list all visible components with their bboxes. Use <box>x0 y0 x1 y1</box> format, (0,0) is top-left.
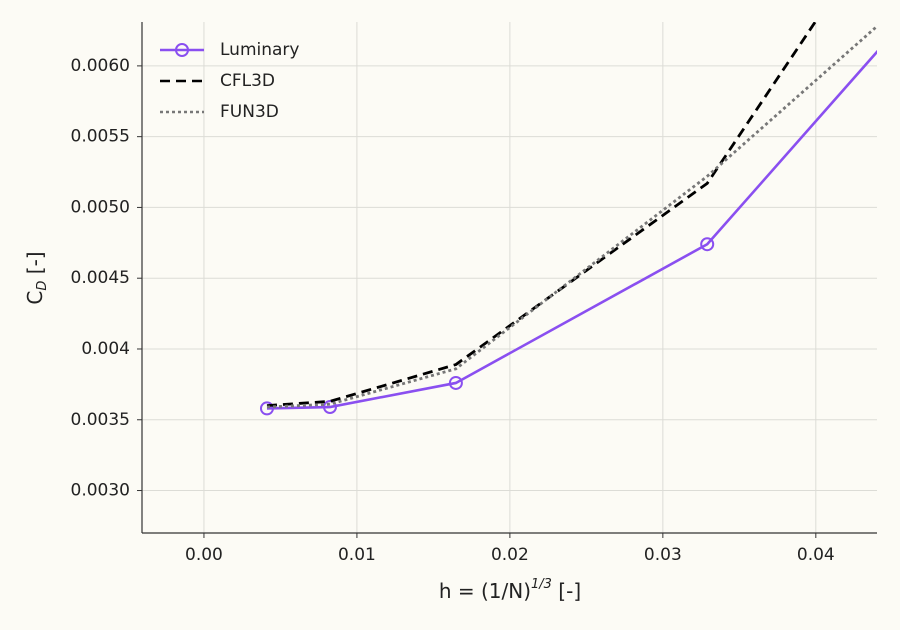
legend-marker <box>175 43 189 57</box>
series-line <box>266 49 877 410</box>
y-tick-label: 0.0060 <box>71 56 130 76</box>
x-tick-label: 0.03 <box>644 545 682 565</box>
legend: Luminary CFL3D FUN3D <box>160 40 299 122</box>
x-tick-label: 0.04 <box>797 545 835 565</box>
legend-label: Luminary <box>220 40 299 60</box>
x-tick-label: 0.02 <box>491 545 529 565</box>
y-tick-label: 0.0050 <box>71 197 130 217</box>
series-line <box>266 22 817 408</box>
data-point <box>448 375 463 390</box>
y-tick-label: 0.0055 <box>71 127 130 147</box>
y-tick-label: 0.0030 <box>71 481 130 501</box>
legend-label: FUN3D <box>220 102 279 122</box>
legend-label: CFL3D <box>220 71 275 91</box>
data-point <box>322 400 337 415</box>
data-point <box>700 237 715 252</box>
y-tick-label: 0.0035 <box>71 410 130 430</box>
data-point <box>259 401 274 416</box>
y-tick-label: 0.0045 <box>71 268 130 288</box>
x-tick-label: 0.01 <box>338 545 376 565</box>
series-line <box>266 24 877 409</box>
x-axis-label: h = (1/N)1/3 [-] <box>439 577 581 603</box>
y-tick-label: 0.004 <box>81 339 130 359</box>
y-axis-label: CD [-] <box>23 251 50 304</box>
x-tick-label: 0.00 <box>185 545 223 565</box>
